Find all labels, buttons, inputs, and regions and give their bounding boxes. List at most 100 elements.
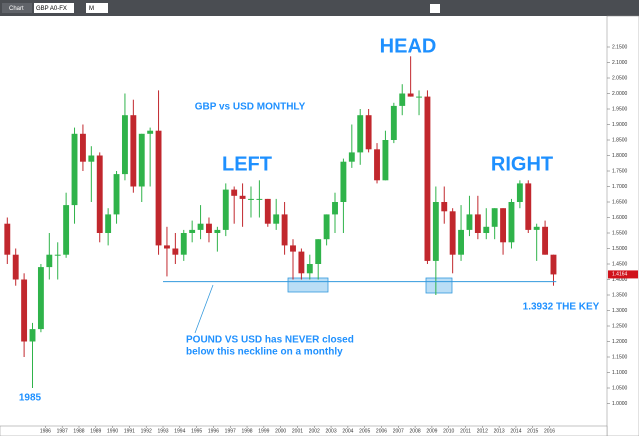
y-tick-label: 1.1500 xyxy=(612,354,628,360)
candle-body xyxy=(29,329,36,342)
candle-body xyxy=(390,105,397,140)
candle-body xyxy=(374,149,380,181)
candle-body xyxy=(399,93,406,106)
x-tick-label: 1999 xyxy=(258,428,269,434)
candle-body xyxy=(172,248,179,255)
candle-body xyxy=(449,211,456,255)
x-tick-label: 2010 xyxy=(443,428,454,434)
candle-body xyxy=(281,214,288,246)
annotation: 1985 xyxy=(19,393,42,404)
y-tick-label: 1.4500 xyxy=(612,261,628,267)
candle-body xyxy=(340,161,347,202)
x-tick-label: 1989 xyxy=(90,428,101,434)
candle-body xyxy=(508,202,515,243)
y-tick-label: 1.5000 xyxy=(612,246,628,252)
x-tick-label: 1996 xyxy=(208,428,219,434)
y-tick-label: 1.2000 xyxy=(612,339,628,345)
x-tick-label: 2001 xyxy=(292,428,303,434)
last-price-label: 1.4164 xyxy=(612,272,628,278)
x-tick-label: 1993 xyxy=(157,428,168,434)
x-tick-label: 2015 xyxy=(527,428,538,434)
candle-body xyxy=(466,214,473,230)
candle-body xyxy=(290,245,296,252)
candle-body xyxy=(113,174,120,215)
interval-text: M xyxy=(89,6,94,12)
x-tick-label: 1988 xyxy=(73,428,84,434)
toolbar xyxy=(0,0,639,16)
candle-body xyxy=(323,214,330,240)
y-tick-label: 1.9000 xyxy=(612,122,628,128)
x-tick-label: 1994 xyxy=(174,428,185,434)
last-price-box xyxy=(608,270,638,279)
candle-body xyxy=(88,155,95,162)
candle-body xyxy=(21,279,28,342)
candle-body xyxy=(416,96,422,98)
y-tick-label: 1.8500 xyxy=(612,137,628,143)
candle-body xyxy=(206,223,212,233)
candle-body xyxy=(122,115,128,175)
candle-body xyxy=(483,226,490,233)
x-tick-label: 2004 xyxy=(342,428,353,434)
candle-body xyxy=(138,133,145,187)
toolbar-button[interactable] xyxy=(430,4,440,13)
candle-body xyxy=(248,198,254,200)
highlight-box xyxy=(425,277,453,294)
candle-body xyxy=(365,115,372,150)
candle-body xyxy=(130,115,137,187)
candle-body xyxy=(525,183,532,230)
candle-body xyxy=(4,223,11,255)
candle-body xyxy=(458,229,464,255)
candle-body xyxy=(256,198,263,200)
annotation: 1.3932 THE KEY xyxy=(523,302,600,313)
y-tick-label: 1.7500 xyxy=(612,168,628,174)
candle-body xyxy=(12,254,19,280)
x-tick-label: 2005 xyxy=(359,428,370,434)
y-tick-label: 1.3500 xyxy=(612,292,628,298)
candle-body xyxy=(491,208,498,227)
tab[interactable] xyxy=(2,3,32,13)
x-tick-label: 2000 xyxy=(275,428,286,434)
x-tick-label: 2012 xyxy=(477,428,488,434)
y-tick-label: 1.2500 xyxy=(612,323,628,329)
y-tick-label: 1.1000 xyxy=(612,370,628,376)
annotation: POUND VS USD has NEVER closed xyxy=(186,335,354,346)
x-tick-label: 2016 xyxy=(544,428,555,434)
candle-body xyxy=(306,264,313,274)
candle-body xyxy=(46,254,53,268)
candle-body xyxy=(550,254,557,275)
x-tick-label: 1990 xyxy=(107,428,118,434)
candle-body xyxy=(105,214,112,233)
candle-body xyxy=(214,229,221,233)
candle-body xyxy=(63,205,70,255)
y-tick-label: 1.6000 xyxy=(612,215,628,221)
candle-body xyxy=(197,223,204,230)
highlight-box xyxy=(287,277,329,293)
x-tick-label: 1997 xyxy=(225,428,236,434)
candle-body xyxy=(222,189,229,230)
x-tick-label: 2008 xyxy=(410,428,421,434)
candle-body xyxy=(407,93,414,97)
annotation: RIGHT xyxy=(491,153,553,175)
candle-body xyxy=(54,254,61,256)
candle-body xyxy=(315,239,322,264)
y-tick-label: 2.0500 xyxy=(612,75,628,81)
symbol-input[interactable] xyxy=(34,3,74,13)
candle-body xyxy=(474,214,481,233)
y-tick-label: 1.4000 xyxy=(612,277,628,283)
y-tick-label: 1.6500 xyxy=(612,199,628,205)
y-tick-label: 1.8000 xyxy=(612,153,628,159)
x-tick-label: 1987 xyxy=(57,428,68,434)
y-tick-label: 1.0000 xyxy=(612,401,628,407)
candle-body xyxy=(264,198,271,224)
y-tick-label: 1.3000 xyxy=(612,308,628,314)
candle-body xyxy=(79,133,86,162)
x-tick-label: 2011 xyxy=(460,428,471,434)
candle-body xyxy=(542,226,549,255)
candle-body xyxy=(189,229,196,233)
y-tick-label: 2.1000 xyxy=(612,60,628,66)
candle-body xyxy=(357,115,364,153)
candle-body xyxy=(164,245,170,249)
interval-input[interactable] xyxy=(86,3,108,13)
x-tick-label: 1998 xyxy=(241,428,252,434)
candle-body xyxy=(231,189,238,196)
